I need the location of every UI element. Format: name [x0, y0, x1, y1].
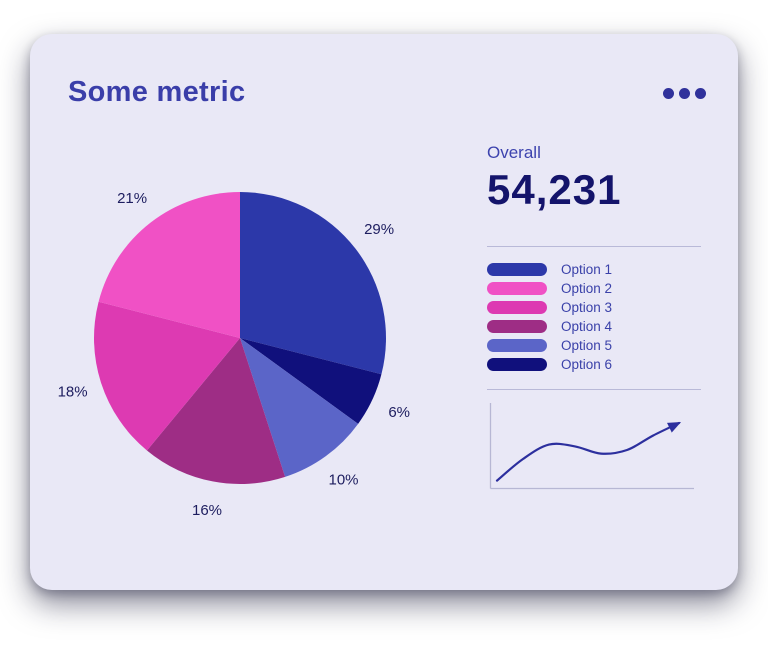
- pie-percent-label: 6%: [388, 404, 410, 421]
- pie-chart: 29% 6% 10% 16% 18% 21%: [58, 190, 410, 519]
- overall-label: Overall: [487, 143, 541, 162]
- legend-item-option-1[interactable]: Option 1: [487, 263, 701, 276]
- card-title: Some metric: [68, 76, 246, 108]
- legend-label: Option 1: [561, 262, 613, 277]
- sparkline-path: [495, 421, 682, 482]
- legend-item-option-5[interactable]: Option 5: [487, 339, 701, 352]
- legend-label: Option 5: [561, 338, 613, 353]
- ellipsis-dot: [679, 88, 690, 99]
- legend-swatch: [487, 358, 547, 371]
- legend-swatch: [487, 301, 547, 314]
- ellipsis-dot: [695, 88, 706, 99]
- legend-swatch: [487, 282, 547, 295]
- legend-label: Option 3: [561, 300, 613, 315]
- legend-item-option-3[interactable]: Option 3: [487, 301, 701, 314]
- pie-slice-option-6[interactable]: [240, 338, 382, 424]
- legend-item-option-6[interactable]: Option 6: [487, 358, 701, 371]
- pie-percent-label: 21%: [117, 190, 147, 207]
- divider: [487, 246, 701, 247]
- pie-percent-label: 18%: [58, 383, 88, 400]
- legend-label: Option 2: [561, 281, 613, 296]
- pie-slice-option-4[interactable]: [146, 338, 286, 484]
- trend-sparkline: [489, 403, 694, 490]
- ellipsis-dot: [663, 88, 674, 99]
- divider: [487, 389, 701, 390]
- metric-card: Some metric 29% 6% 10% 16% 18% 21% Overall 54…: [30, 34, 738, 590]
- legend-label: Option 6: [561, 357, 613, 372]
- summary-panel: Overall 54,231 Option 1 Option 2 Option …: [487, 142, 701, 492]
- pie-percent-label: 29%: [364, 221, 394, 238]
- legend-swatch: [487, 263, 547, 276]
- pie-legend: Option 1 Option 2 Option 3 Option 4 Opti…: [487, 263, 701, 371]
- pie-percent-label: 16%: [192, 502, 222, 519]
- legend-item-option-2[interactable]: Option 2: [487, 282, 701, 295]
- pie-slice-option-1[interactable]: [240, 192, 386, 375]
- legend-item-option-4[interactable]: Option 4: [487, 320, 701, 333]
- legend-swatch: [487, 339, 547, 352]
- overall-value: 54,231: [487, 166, 622, 213]
- pie-percent-label: 10%: [328, 471, 358, 488]
- legend-label: Option 4: [561, 319, 613, 334]
- pie-slice-option-5[interactable]: [240, 338, 359, 477]
- legend-swatch: [487, 320, 547, 333]
- pie-slice-option-3[interactable]: [94, 301, 240, 451]
- pie-slice-option-2[interactable]: [98, 192, 240, 338]
- more-options-button[interactable]: [659, 84, 710, 103]
